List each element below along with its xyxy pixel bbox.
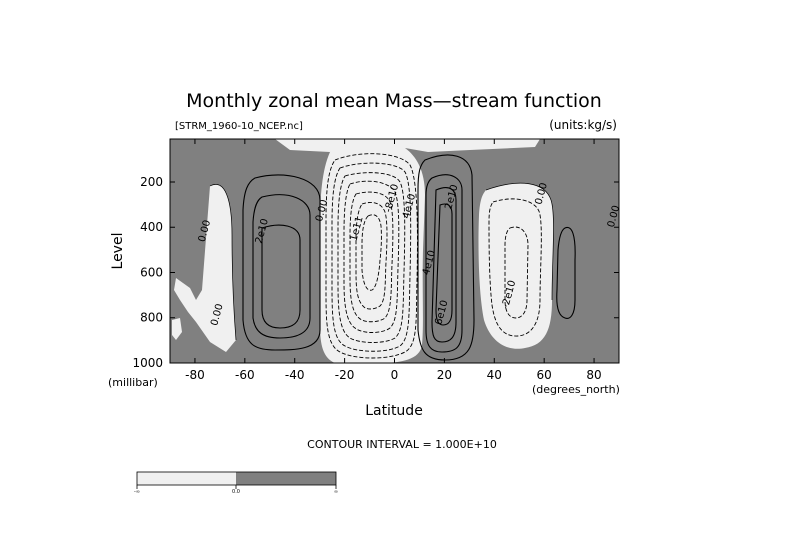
y-tick-label: 600 [140,265,163,279]
chart-title: Monthly zonal mean Mass—stream function [186,90,602,112]
x-tick-label: 80 [586,368,601,382]
colorbar-tick-0: -∞ [134,489,140,495]
colorbar-swatch-positive [236,472,336,485]
contours-zero [209,182,554,341]
y-tick-label: 800 [140,311,163,325]
y-unit-label: (millibar) [108,376,158,389]
y-axis-label: Level [110,233,126,270]
units-label: (units:kg/s) [549,118,617,132]
contours-positive [242,154,576,361]
x-tick-label: 20 [437,368,452,382]
x-tick-label: 60 [537,368,552,382]
contours-negative [325,153,542,359]
colorbar-frame [136,471,337,486]
region-negative-ferrel-north [478,183,554,349]
y-tick-label: 400 [140,220,163,234]
x-tick-label: 40 [487,368,502,382]
x-tick-label: -60 [235,368,255,382]
colorbar-tick-2: ∞ [334,489,338,495]
x-tick-label: -40 [285,368,305,382]
colorbar-tick-1: 0.0 [232,489,240,495]
x-tick-label: -80 [185,368,205,382]
x-axis: -80 -60 -40 -20 0 20 40 60 80 [185,139,602,382]
contour-label: 0.00 [606,204,622,228]
x-unit-label: (degrees_north) [532,383,620,396]
colorbar-swatch-negative [137,472,236,485]
contour-interval-label: CONTOUR INTERVAL = 1.000E+10 [307,438,497,451]
x-axis-label: Latitude [365,403,423,419]
x-tick-label: -20 [335,368,355,382]
y-axis: 200 400 600 800 1000 [132,175,619,370]
file-label: [STRM_1960-10_NCEP.nc] [175,121,303,132]
x-tick-label: 0 [391,368,399,382]
y-tick-label: 1000 [132,356,163,370]
region-negative-south-bottom [172,318,182,340]
colorbar: -∞ 0.0 ∞ [134,471,338,495]
region-negative-hadley [320,143,425,363]
region-negative-south-polar [174,184,236,352]
y-tick-label: 200 [140,175,163,189]
